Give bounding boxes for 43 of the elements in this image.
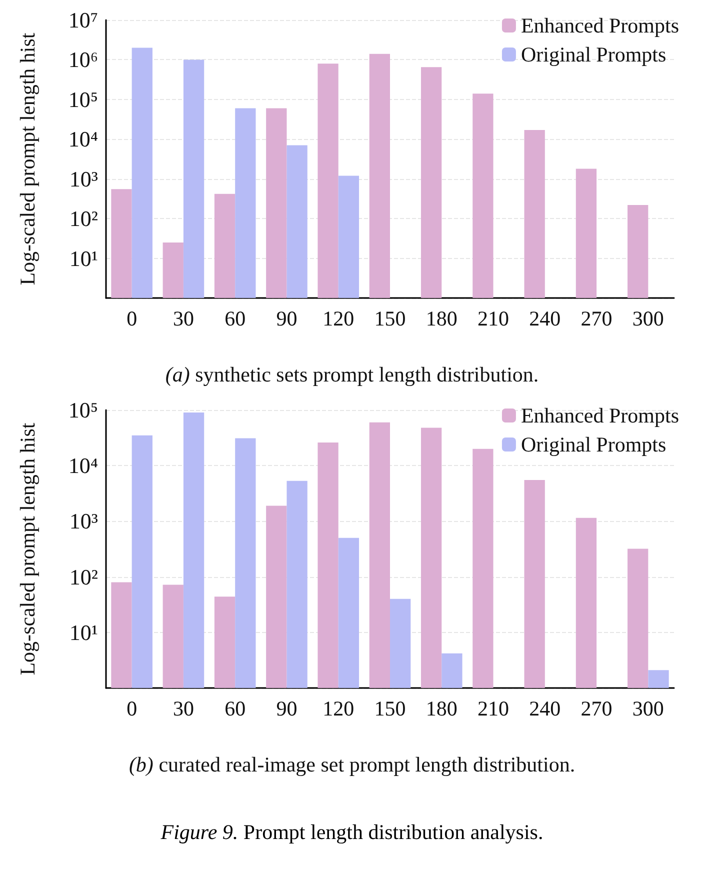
y-tick-label: 10⁴ xyxy=(68,453,98,478)
legend-label: Original Prompts xyxy=(520,42,666,66)
x-tick-label: 0 xyxy=(126,306,138,330)
x-tick-label: 60 xyxy=(224,306,246,330)
legend-label: Enhanced Prompts xyxy=(520,404,680,428)
legend-label: Original Prompts xyxy=(520,432,666,456)
x-tick-label: 270 xyxy=(580,696,612,720)
y-tick-label: 10⁴ xyxy=(68,126,98,152)
y-tick-label: 10¹ xyxy=(69,246,98,271)
x-tick-label: 210 xyxy=(478,696,510,720)
y-tick-label: 10⁶ xyxy=(68,47,98,72)
y-axis-title: Log-scaled prompt length hist xyxy=(16,32,40,286)
caption: Figure 9. Prompt length distribution analysis. xyxy=(160,820,544,845)
y-axis-title: Log-scaled prompt length hist xyxy=(16,422,40,676)
text: (a) synthetic sets prompt length distribution. xyxy=(165,362,539,386)
y-tick-label: 10⁷ xyxy=(68,8,98,32)
x-tick-label: 180 xyxy=(426,306,458,330)
x-tick-label: 150 xyxy=(374,306,406,330)
x-tick-label: 270 xyxy=(580,306,612,330)
x-tick-label: 60 xyxy=(224,696,246,720)
y-tick-label: 10⁵ xyxy=(68,398,98,422)
x-tick-label: 300 xyxy=(632,696,664,720)
x-tick-label: 30 xyxy=(172,696,194,720)
y-tick-label: 10² xyxy=(69,564,98,590)
x-tick-label: 0 xyxy=(126,696,138,720)
x-tick-label: 240 xyxy=(529,696,561,720)
y-tick-label: 10¹ xyxy=(69,620,98,645)
text: (b) curated real-image set prompt length distribution. xyxy=(128,752,576,776)
x-tick-label: 180 xyxy=(426,696,458,720)
x-tick-label: 90 xyxy=(276,306,298,330)
x-tick-label: 90 xyxy=(276,696,298,720)
x-tick-label: 120 xyxy=(322,306,354,330)
x-tick-label: 240 xyxy=(529,306,561,330)
x-tick-label: 300 xyxy=(632,306,664,330)
legend-label: Enhanced Prompts xyxy=(520,14,680,38)
y-tick-label: 10² xyxy=(69,206,98,232)
x-tick-label: 30 xyxy=(172,306,194,330)
x-tick-label: 120 xyxy=(322,696,354,720)
x-tick-label: 150 xyxy=(374,696,406,720)
x-tick-label: 210 xyxy=(478,306,510,330)
y-tick-label: 10³ xyxy=(69,508,98,534)
y-tick-label: 10³ xyxy=(69,166,98,192)
y-tick-label: 10⁵ xyxy=(68,86,98,112)
